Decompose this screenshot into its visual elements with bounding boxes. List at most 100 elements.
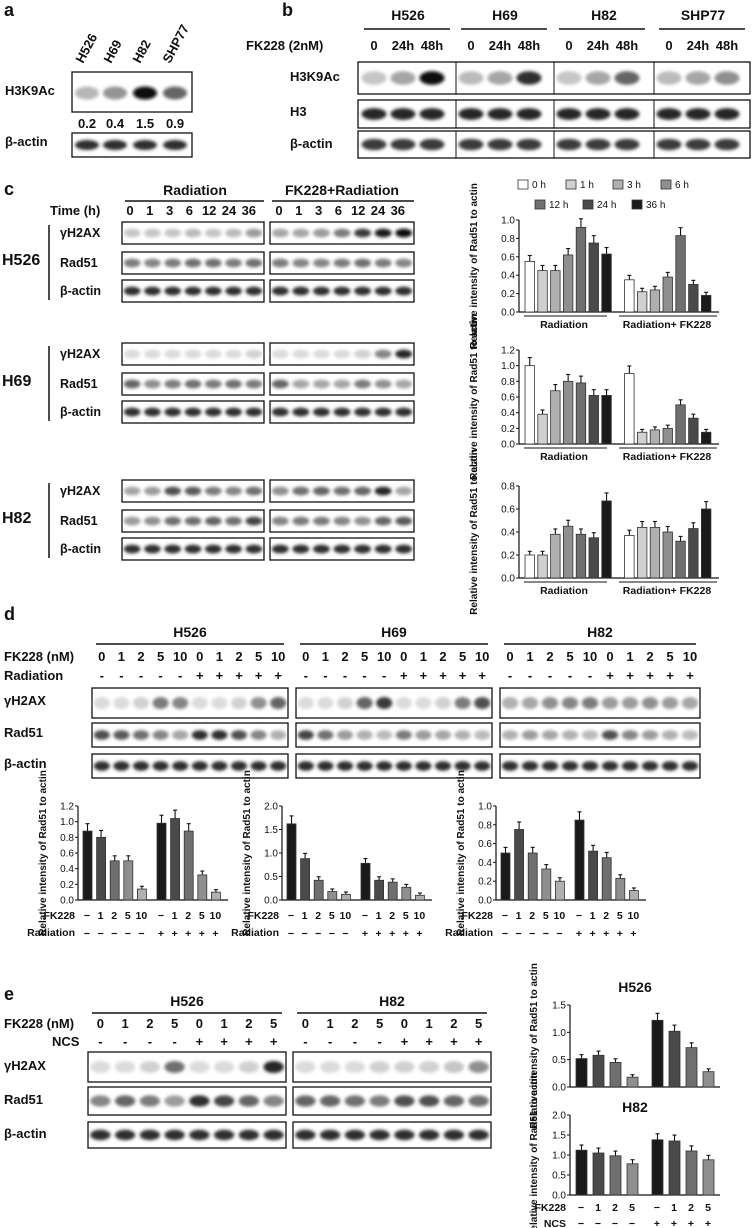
blot-band (263, 1129, 284, 1141)
x-radiation-sign: − (315, 928, 321, 940)
x-fk-label: 5 (543, 910, 549, 922)
blot-band (292, 379, 310, 389)
bar (651, 1019, 664, 1088)
row-label: β-actin (60, 284, 101, 298)
blot-band (454, 730, 471, 740)
blot-band (354, 228, 372, 238)
row-label: γH2AX (4, 1058, 46, 1073)
blot-band (164, 349, 182, 359)
dose-label: 5 (566, 649, 573, 664)
blot-band (601, 697, 619, 709)
x-fk-label: 2 (315, 910, 321, 922)
radiation-sign: + (400, 668, 408, 683)
blot-band (501, 730, 519, 740)
blot-band (238, 1095, 260, 1107)
dose-label: 2 (351, 1016, 358, 1031)
blot-band (295, 1129, 316, 1141)
blot-band (184, 258, 202, 268)
blot-band (395, 228, 413, 238)
dose-label: 5 (361, 649, 368, 664)
blot-band (144, 258, 161, 268)
panel-label-e: e (4, 984, 14, 1004)
legend-swatch (517, 179, 529, 190)
blot-band (319, 1095, 341, 1107)
dose-label: 0 (196, 1016, 203, 1031)
blot-band (312, 228, 330, 238)
bar (387, 881, 398, 901)
x-radiation-sign: − (125, 928, 131, 940)
bar (649, 429, 661, 445)
blot-band (211, 730, 228, 740)
panel-label-d: d (4, 604, 15, 624)
x-radiation-title: Radiation (231, 927, 279, 939)
blot-band (271, 486, 289, 496)
x-radiation-sign: + (617, 928, 623, 940)
x-fk-label: 2 (111, 910, 117, 922)
bar (675, 404, 686, 445)
chart-c-0: 0.0 0.2 0.4 0.6 0.8 1.0 (501, 216, 719, 319)
legend-label: 3 h (627, 180, 641, 191)
y-tick-label: 0.8 (60, 833, 74, 844)
radiation-sign: - (100, 668, 104, 683)
dose-label: 2 (646, 649, 653, 664)
dose-label: 2 (245, 1016, 252, 1031)
x-fk-label: 10 (554, 910, 566, 922)
legend-swatch (660, 179, 672, 190)
row-label: H3K9Ac (5, 83, 55, 98)
radiation-sign: + (606, 668, 614, 683)
x-fk-label: 1 (671, 1202, 677, 1214)
dose-label: 5 (666, 649, 673, 664)
y-tick-label: 0.0 (552, 1191, 566, 1202)
bar (626, 1076, 639, 1088)
chart-c-2: 0.0 0.2 0.4 0.6 0.8 (501, 482, 719, 585)
time-label: 6 (186, 203, 193, 218)
group-header: SHP77 (681, 7, 726, 23)
dose-label: 0 (196, 649, 203, 664)
time-label: 12 (351, 203, 365, 218)
time-label: 24h (587, 38, 609, 53)
y-tick-label: 1.5 (264, 825, 278, 836)
blot-band (541, 697, 559, 709)
row-label: γH2AX (4, 693, 46, 708)
blot-band (390, 71, 416, 85)
blot-band (172, 697, 189, 709)
blot-band (144, 228, 161, 238)
blot-band (144, 349, 161, 359)
blot-band (454, 697, 471, 709)
blot-band (419, 138, 445, 151)
blot-band (133, 86, 157, 100)
time-label: 0 (126, 203, 133, 218)
dose-label: 5 (475, 1016, 482, 1031)
blot-band (75, 140, 99, 150)
dose-label: 0 (401, 1016, 408, 1031)
y-tick-label: 0.2 (501, 424, 515, 435)
bar (313, 879, 324, 901)
bar (575, 226, 587, 313)
x-radiation-sign: + (362, 928, 368, 940)
blot-band (152, 730, 169, 740)
radiation-sign: - (304, 668, 308, 683)
bar (649, 289, 661, 313)
dose-label: 1 (420, 649, 427, 664)
blot-band (250, 761, 267, 771)
blot-band (319, 1129, 341, 1141)
blot-band (139, 1129, 161, 1141)
blot-band (561, 761, 579, 771)
blot-band (133, 140, 157, 150)
bar (588, 850, 598, 901)
blot-band (144, 544, 161, 554)
blot-band (374, 486, 392, 496)
dose-label: 2 (146, 1016, 153, 1031)
dose-label: 5 (459, 649, 466, 664)
cell-line-label: H526 (2, 252, 40, 269)
y-tick-label: 1.0 (552, 1028, 566, 1039)
blot-band (395, 407, 413, 417)
ncs-sign: + (450, 1034, 458, 1049)
blot-band (556, 108, 582, 120)
time-label: 24h (489, 38, 511, 53)
blot-band (225, 258, 242, 268)
bar (524, 260, 535, 313)
x-radiation-sign: + (199, 928, 205, 940)
y-tick-label: 0.4 (501, 271, 515, 282)
blot-band (369, 1129, 390, 1141)
